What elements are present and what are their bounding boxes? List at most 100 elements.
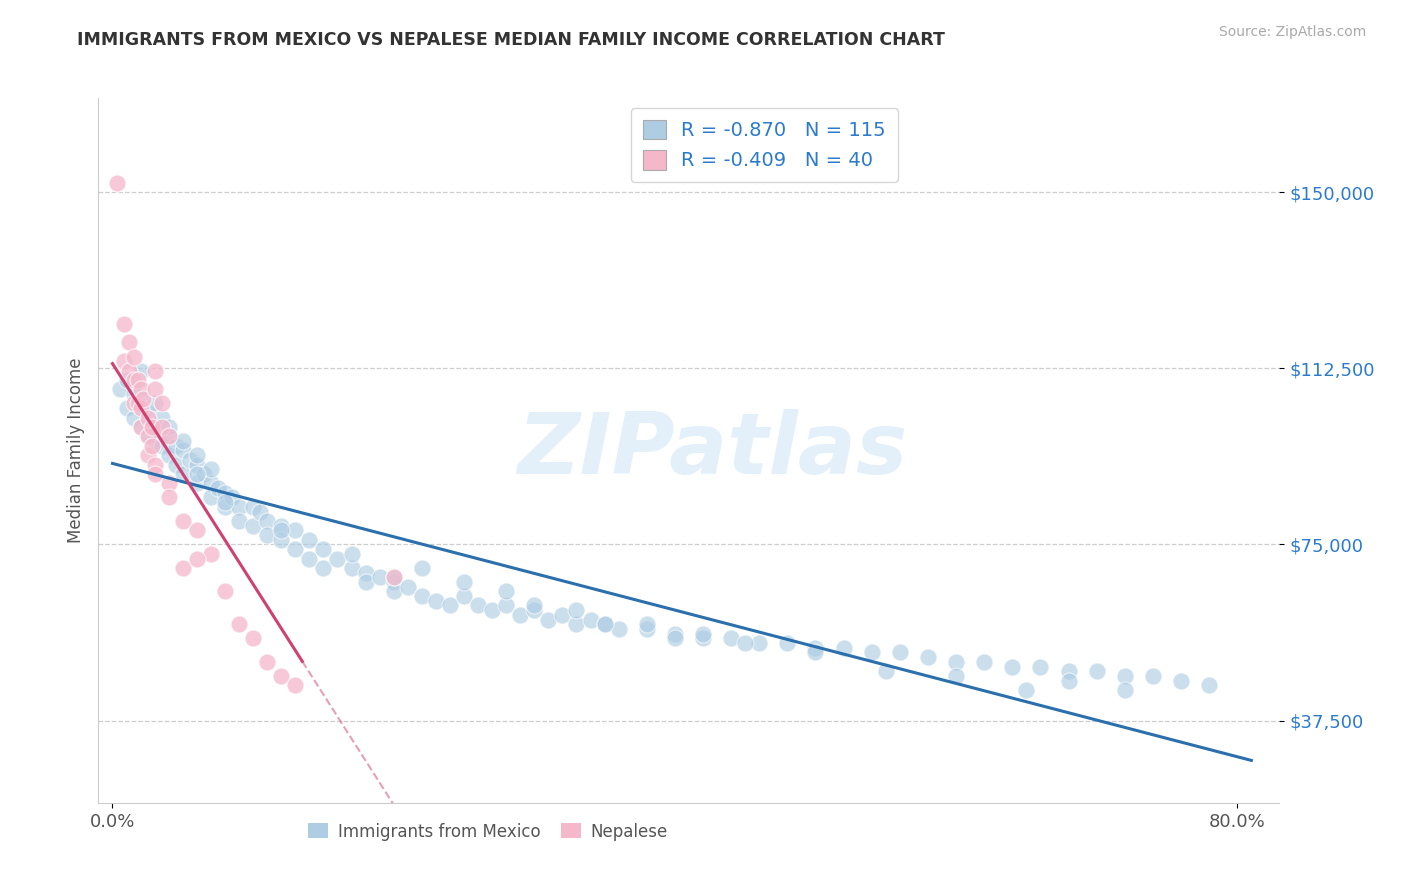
- Point: [411, 589, 433, 603]
- Point: [664, 626, 686, 640]
- Point: [270, 669, 292, 683]
- Point: [593, 617, 616, 632]
- Point: [157, 420, 180, 434]
- Point: [242, 500, 264, 514]
- Point: [193, 467, 215, 481]
- Point: [748, 636, 770, 650]
- Point: [425, 594, 447, 608]
- Point: [129, 383, 152, 397]
- Point: [551, 607, 574, 622]
- Point: [298, 551, 321, 566]
- Point: [593, 617, 616, 632]
- Point: [115, 401, 138, 416]
- Point: [607, 622, 630, 636]
- Legend: Immigrants from Mexico, Nepalese: Immigrants from Mexico, Nepalese: [301, 816, 675, 847]
- Point: [136, 429, 159, 443]
- Point: [127, 396, 149, 410]
- Point: [112, 317, 135, 331]
- Point: [945, 655, 967, 669]
- Point: [664, 632, 686, 646]
- Point: [917, 650, 939, 665]
- Point: [256, 655, 278, 669]
- Point: [439, 599, 461, 613]
- Point: [284, 678, 307, 692]
- Point: [129, 401, 152, 416]
- Point: [453, 574, 475, 589]
- Point: [186, 476, 208, 491]
- Point: [186, 551, 208, 566]
- Point: [256, 528, 278, 542]
- Point: [326, 551, 349, 566]
- Point: [172, 434, 194, 448]
- Point: [368, 570, 391, 584]
- Point: [157, 491, 180, 505]
- Point: [467, 599, 489, 613]
- Point: [141, 420, 163, 434]
- Point: [157, 429, 180, 443]
- Point: [354, 566, 377, 580]
- Point: [340, 547, 363, 561]
- Point: [141, 439, 163, 453]
- Point: [186, 458, 208, 472]
- Y-axis label: Median Family Income: Median Family Income: [66, 358, 84, 543]
- Point: [396, 580, 419, 594]
- Point: [214, 584, 236, 599]
- Point: [118, 335, 141, 350]
- Point: [1085, 665, 1108, 679]
- Point: [105, 176, 128, 190]
- Point: [453, 589, 475, 603]
- Point: [200, 547, 222, 561]
- Point: [249, 504, 271, 518]
- Point: [129, 420, 152, 434]
- Point: [172, 561, 194, 575]
- Point: [186, 524, 208, 538]
- Point: [776, 636, 799, 650]
- Point: [136, 429, 159, 443]
- Point: [537, 613, 560, 627]
- Point: [692, 632, 714, 646]
- Point: [200, 462, 222, 476]
- Point: [228, 514, 250, 528]
- Point: [221, 491, 243, 505]
- Point: [127, 373, 149, 387]
- Point: [382, 570, 405, 584]
- Point: [565, 617, 588, 632]
- Point: [143, 434, 166, 448]
- Point: [157, 448, 180, 462]
- Point: [143, 363, 166, 377]
- Point: [122, 387, 145, 401]
- Point: [186, 467, 208, 481]
- Point: [298, 533, 321, 547]
- Point: [143, 383, 166, 397]
- Point: [122, 373, 145, 387]
- Point: [270, 533, 292, 547]
- Point: [1114, 683, 1136, 698]
- Point: [150, 396, 173, 410]
- Point: [136, 448, 159, 462]
- Point: [256, 514, 278, 528]
- Point: [1001, 659, 1024, 673]
- Point: [354, 574, 377, 589]
- Point: [122, 350, 145, 364]
- Point: [270, 518, 292, 533]
- Point: [889, 645, 911, 659]
- Point: [1015, 683, 1038, 698]
- Point: [207, 481, 229, 495]
- Point: [312, 542, 335, 557]
- Point: [150, 439, 173, 453]
- Point: [132, 392, 155, 406]
- Point: [214, 495, 236, 509]
- Point: [1198, 678, 1220, 692]
- Point: [284, 524, 307, 538]
- Text: Source: ZipAtlas.com: Source: ZipAtlas.com: [1219, 25, 1367, 39]
- Text: ZIPatlas: ZIPatlas: [517, 409, 908, 492]
- Point: [1142, 669, 1164, 683]
- Point: [157, 476, 180, 491]
- Point: [172, 467, 194, 481]
- Point: [242, 632, 264, 646]
- Point: [382, 574, 405, 589]
- Point: [115, 373, 138, 387]
- Point: [270, 524, 292, 538]
- Point: [200, 476, 222, 491]
- Point: [165, 458, 187, 472]
